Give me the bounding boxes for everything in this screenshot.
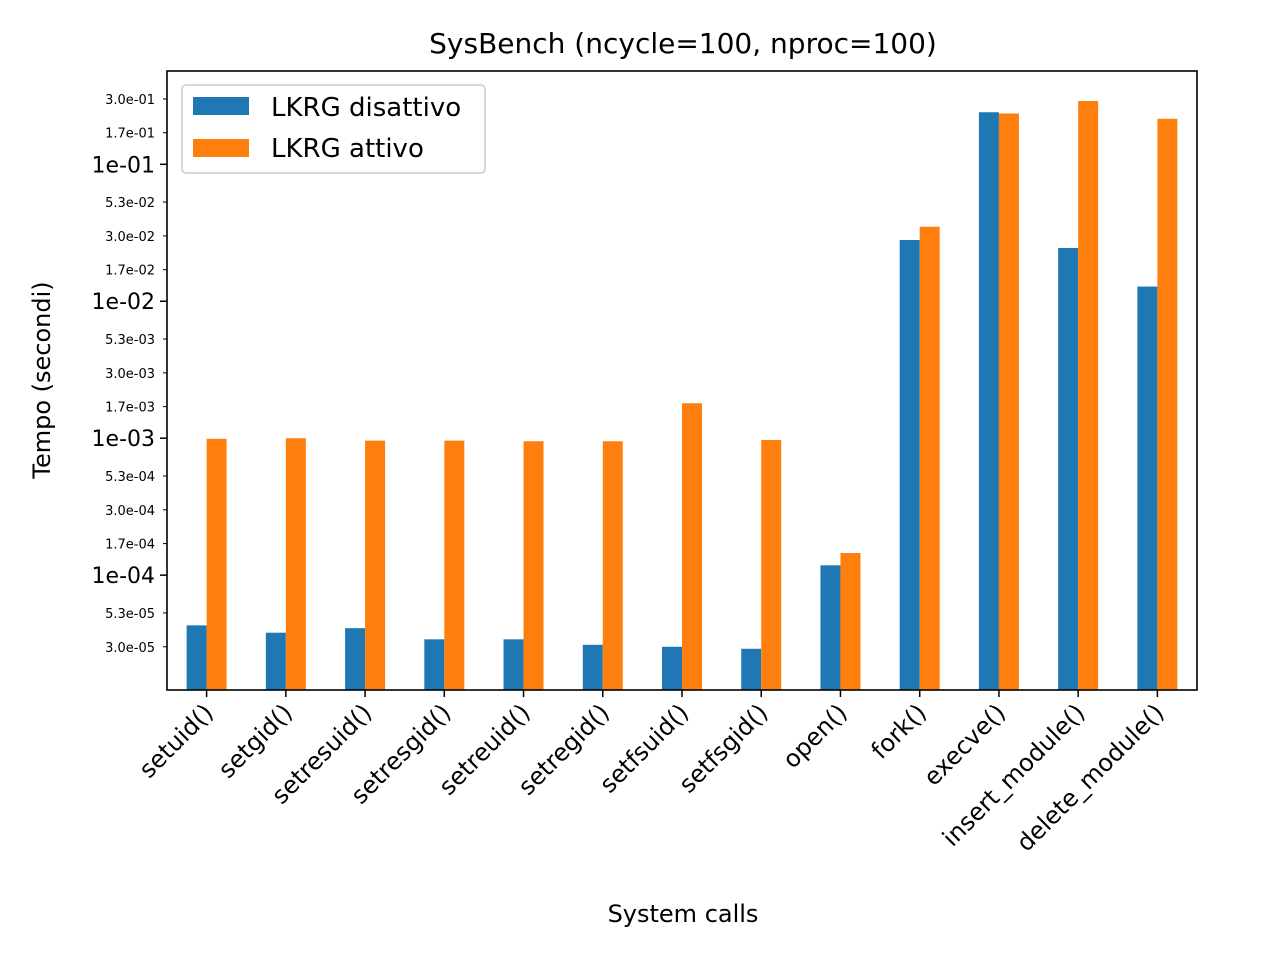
bar-attivo-12: [1157, 118, 1178, 690]
y-minor-tick-label-8: 1.7e-02: [105, 264, 155, 279]
bar-disattivo-1: [265, 632, 286, 690]
bar-disattivo-12: [1137, 286, 1158, 690]
y-minor-tick-label-2: 1.7e-04: [105, 538, 155, 553]
x-tick-label-9: fork(): [866, 698, 932, 764]
y-minor-tick-label-1: 5.3e-05: [105, 607, 155, 622]
bar-disattivo-5: [582, 644, 603, 690]
legend-label-lkrg-disattivo: LKRG disattivo: [271, 93, 461, 123]
bar-disattivo-2: [345, 628, 366, 690]
bar-attivo-6: [682, 403, 702, 690]
bar-attivo-5: [602, 441, 623, 690]
y-major-tick-label-0: 1e-04: [92, 564, 155, 589]
x-axis-label: System calls: [608, 900, 759, 928]
legend-swatch-lkrg-disattivo: [193, 97, 249, 115]
bar-disattivo-7: [741, 648, 762, 690]
bar-disattivo-9: [899, 240, 920, 690]
bar-attivo-10: [998, 113, 1019, 691]
bar-attivo-0: [206, 438, 227, 690]
legend-label-lkrg-attivo: LKRG attivo: [271, 134, 424, 164]
y-minor-tick-label-6: 3.0e-03: [105, 367, 155, 382]
bar-attivo-2: [365, 440, 386, 690]
legend-frame: [181, 84, 486, 174]
y-minor-tick-label-7: 5.3e-03: [105, 333, 155, 348]
plot-area: [166, 70, 1198, 691]
bar-disattivo-11: [1058, 247, 1079, 690]
bar-disattivo-10: [978, 112, 999, 691]
bar-attivo-8: [840, 553, 861, 690]
x-axis: setuid()setgid()setresuid()setresgid()se…: [134, 690, 1170, 857]
bar-disattivo-0: [186, 625, 207, 690]
y-minor-tick-label-5: 1.7e-03: [105, 401, 155, 416]
bar-disattivo-6: [662, 646, 682, 690]
y-minor-tick-label-0: 3.0e-05: [105, 641, 155, 656]
y-minor-tick-label-3: 3.0e-04: [105, 504, 155, 519]
bar-disattivo-3: [424, 639, 445, 690]
y-minor-tick-label-12: 3.0e-01: [105, 93, 155, 108]
y-minor-tick-label-9: 3.0e-02: [105, 230, 155, 245]
bar-attivo-9: [919, 226, 940, 691]
chart-title: SysBench (ncycle=100, nproc=100): [429, 27, 937, 60]
y-minor-tick-label-4: 5.3e-04: [105, 470, 155, 485]
bar-attivo-1: [285, 438, 306, 690]
y-major-tick-label-2: 1e-02: [92, 290, 155, 315]
y-major-tick-label-3: 1e-01: [92, 153, 155, 178]
y-major-tick-label-1: 1e-03: [92, 427, 155, 452]
y-minor-tick-label-10: 5.3e-02: [105, 196, 155, 211]
bar-disattivo-4: [503, 639, 524, 690]
y-axis-label: Tempo (secondi): [28, 281, 56, 479]
bar-attivo-4: [523, 441, 544, 690]
y-axis: 1e-04 1e-03 1e-02 1e-01 3.0e-05 5.3e-05 1.7e-0…: [92, 93, 167, 656]
bar-attivo-3: [444, 440, 465, 690]
x-tick-label-0: setuid(): [134, 698, 219, 783]
x-tick-label-11: insert_module(): [937, 698, 1091, 852]
legend: LKRG disattivo LKRG attivo: [181, 84, 486, 174]
bar-attivo-7: [761, 440, 782, 690]
bars: [186, 100, 1178, 691]
bar-attivo-11: [1078, 100, 1099, 691]
x-tick-label-12: delete_module(): [1011, 698, 1170, 857]
bar-disattivo-8: [820, 565, 841, 690]
x-tick-label-8: open(): [777, 698, 852, 773]
legend-swatch-lkrg-attivo: [193, 139, 249, 157]
y-minor-tick-label-11: 1.7e-01: [105, 127, 155, 142]
